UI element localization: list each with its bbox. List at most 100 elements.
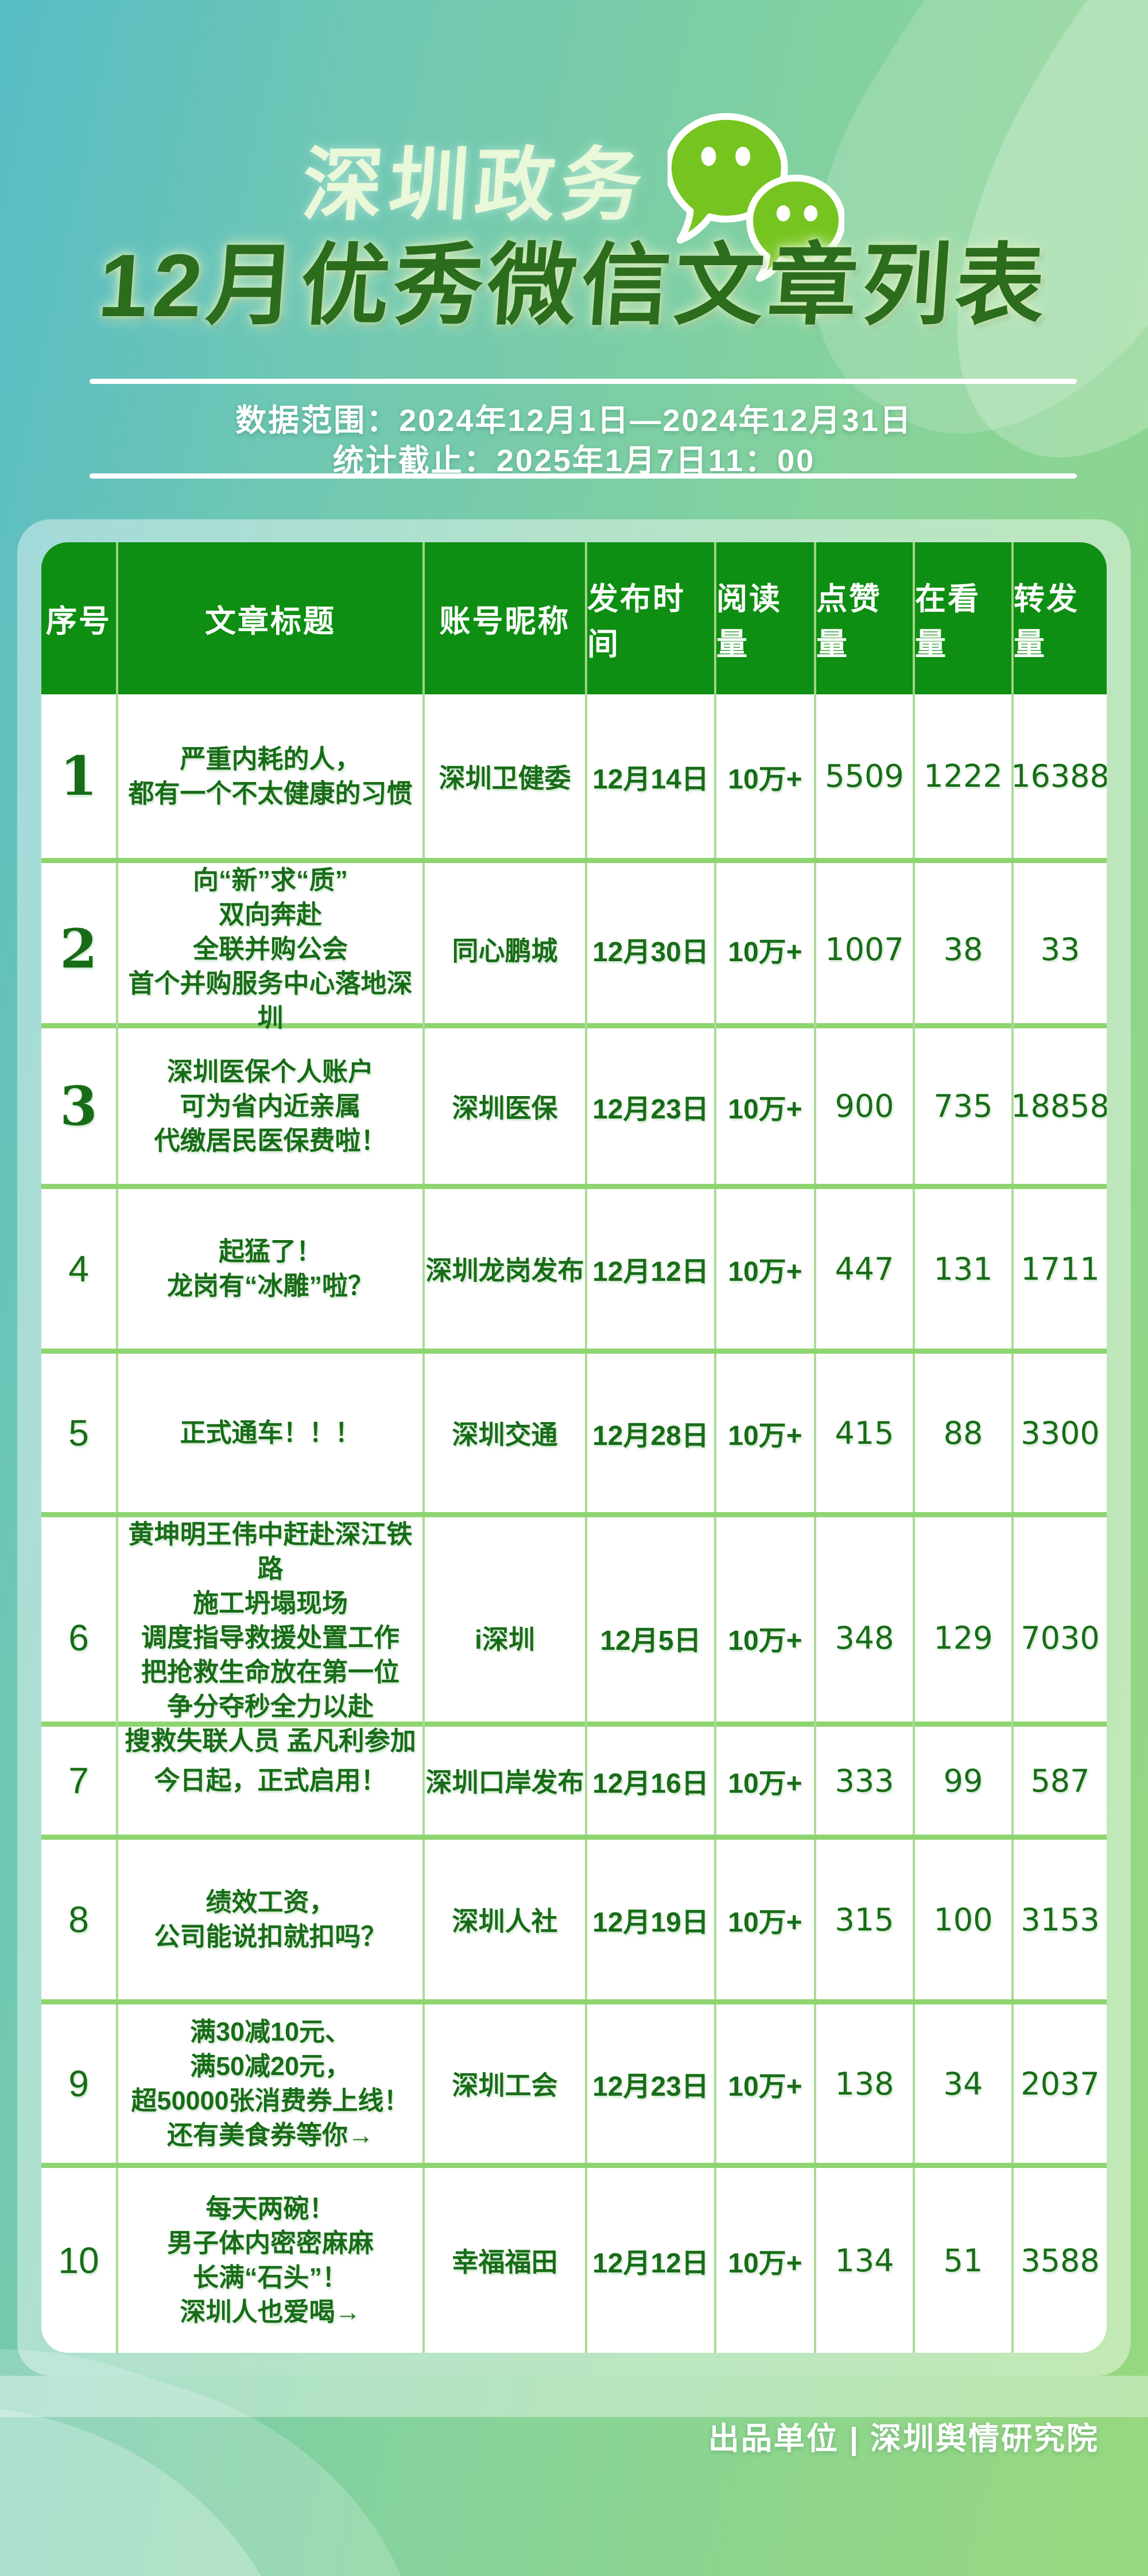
read-count: 10万+ — [716, 1840, 816, 1999]
account-name: 深圳医保 — [425, 1028, 587, 1184]
watch-count: 34 — [915, 2004, 1014, 2163]
watch-count: 88 — [915, 1354, 1014, 1512]
table-row: 7 今日起，正式启用！ 深圳口岸发布 12月16日 10万+ 333 99 587 — [41, 1722, 1107, 1835]
share-count: 3588 — [1021, 2242, 1100, 2279]
column-header: 账号昵称 — [425, 542, 587, 694]
account-name: 深圳卫健委 — [425, 694, 587, 858]
watch-count: 38 — [915, 863, 1014, 1035]
row-serial: 9 — [41, 2004, 118, 2163]
column-header: 文章标题 — [118, 542, 425, 694]
share-count: 16388 — [1011, 758, 1107, 794]
read-count: 10万+ — [716, 863, 816, 1035]
like-count: 315 — [816, 1840, 915, 1999]
row-serial: 10 — [41, 2168, 118, 2353]
watch-count: 1222 — [915, 694, 1014, 858]
read-count: 10万+ — [716, 1517, 816, 1758]
like-count: 900 — [816, 1028, 915, 1184]
read-count: 10万+ — [716, 694, 816, 858]
publish-date: 12月23日 — [587, 2004, 716, 2163]
account-name: 深圳交通 — [425, 1354, 587, 1512]
share-count: 2037 — [1021, 2065, 1100, 2102]
publish-date: 12月16日 — [587, 1727, 716, 1835]
share-count: 3300 — [1021, 1415, 1100, 1451]
decor-bottom-band — [0, 2376, 1148, 2417]
watch-count: 131 — [915, 1189, 1014, 1349]
like-count: 333 — [816, 1727, 915, 1835]
articles-table: 序号 文章标题 账号昵称 发布时间 阅读量 点赞量 在看量 转发量 1 严重内耗的人， 都有一个不… — [41, 542, 1107, 2353]
row-serial: 4 — [41, 1189, 118, 1349]
account-name: 深圳工会 — [425, 2004, 587, 2163]
publish-date: 12月12日 — [587, 1189, 716, 1349]
table-row: 5 正式通车！！！ 深圳交通 12月28日 10万+ 415 88 3300 — [41, 1349, 1107, 1512]
like-count: 1007 — [816, 863, 915, 1035]
article-title: 深圳医保个人账户 可为省内近亲属 代缴居民医保费啦！ — [118, 1028, 425, 1184]
brand-title: 深圳政务 — [299, 140, 650, 230]
share-count: 587 — [1030, 1762, 1090, 1799]
table-row: 2 向“新”求“质” 双向奔赴 全联并购公会 首个并购服务中心落地深圳 同心鹏城 12月30… — [41, 858, 1107, 1035]
watch-count: 735 — [915, 1028, 1014, 1184]
table-row: 1 严重内耗的人， 都有一个不太健康的习惯 深圳卫健委 12月14日 10万+ 5509 12… — [41, 694, 1107, 858]
row-serial: 7 — [41, 1727, 118, 1835]
like-count: 138 — [816, 2004, 915, 2163]
share-count: 7030 — [1021, 1619, 1100, 1656]
article-title: 正式通车！！！ — [118, 1354, 425, 1512]
article-title: 绩效工资， 公司能说扣就扣吗？ — [118, 1840, 425, 1999]
column-header: 序号 — [41, 542, 118, 694]
page-title: 12月优秀微信文章列表 — [95, 236, 1053, 335]
article-title: 严重内耗的人， 都有一个不太健康的习惯 — [118, 694, 425, 858]
brand-row: 深圳政务 — [0, 112, 1148, 287]
table-card: 序号 文章标题 账号昵称 发布时间 阅读量 点赞量 在看量 转发量 1 严重内耗的人， 都有一个不… — [17, 519, 1131, 2376]
table-row: 3 深圳医保个人账户 可为省内近亲属 代缴居民医保费啦！ 深圳医保 12月23日 10万+ 9… — [41, 1023, 1107, 1184]
read-count: 10万+ — [716, 2004, 816, 2163]
publish-date: 12月23日 — [587, 1028, 716, 1184]
column-header: 发布时间 — [587, 542, 716, 694]
divider-line-top — [90, 379, 1077, 384]
row-serial: 6 — [41, 1517, 118, 1758]
column-header: 转发量 — [1014, 580, 1079, 662]
article-title: 黄坤明王伟中赶赴深江铁路 施工坍塌现场 调度指导救援处置工作 把抢救生命放在第一位 争分… — [118, 1517, 425, 1758]
share-count: 33 — [1040, 931, 1080, 968]
watch-count: 51 — [915, 2168, 1014, 2353]
row-serial: 1 — [41, 694, 118, 858]
account-name: 深圳人社 — [425, 1840, 587, 1999]
watch-count: 129 — [915, 1517, 1014, 1758]
publish-date: 12月5日 — [587, 1517, 716, 1758]
table-row: 9 满30减10元、 满50减20元， 超50000张消费券上线！ 还有美食券等你→ 深圳… — [41, 1999, 1107, 2163]
share-count: 1711 — [1021, 1250, 1100, 1287]
read-count: 10万+ — [716, 2168, 816, 2353]
account-name: 幸福福田 — [425, 2168, 587, 2353]
read-count: 10万+ — [716, 1354, 816, 1512]
decor-bottom-left-wave-2 — [0, 2347, 356, 2576]
column-header: 点赞量 — [816, 542, 915, 694]
like-count: 447 — [816, 1189, 915, 1349]
column-header: 阅读量 — [716, 542, 816, 694]
table-header-row: 序号 文章标题 账号昵称 发布时间 阅读量 点赞量 在看量 转发量 — [41, 542, 1107, 694]
table-row: 6 黄坤明王伟中赶赴深江铁路 施工坍塌现场 调度指导救援处置工作 把抢救生命放在第一位争… — [41, 1512, 1107, 1758]
table-row: 4 起猛了！ 龙岗有“冰雕”啦？ 深圳龙岗发布 12月12日 10万+ 447 131 1711 — [41, 1184, 1107, 1349]
watch-count: 99 — [915, 1727, 1014, 1835]
watch-count: 100 — [915, 1840, 1014, 1999]
publish-date: 12月28日 — [587, 1354, 716, 1512]
table-row: 10 每天两碗！ 男子体内密密麻麻 长满“石头”！ 深圳人也爱喝→ 幸福福田 12月12日 1… — [41, 2163, 1107, 2353]
article-title: 起猛了！ 龙岗有“冰雕”啦？ — [118, 1189, 425, 1349]
stats-deadline-text: 统计截止：2025年1月7日11：00 — [332, 444, 816, 478]
account-name: 深圳口岸发布 — [425, 1727, 587, 1835]
table-row: 8 绩效工资， 公司能说扣就扣吗？ 深圳人社 12月19日 10万+ 315 100 3153 — [41, 1835, 1107, 1999]
like-count: 5509 — [816, 694, 915, 858]
like-count: 348 — [816, 1517, 915, 1758]
article-title: 今日起，正式启用！ — [118, 1727, 425, 1835]
table-body: 1 严重内耗的人， 都有一个不太健康的习惯 深圳卫健委 12月14日 10万+ 5509 12… — [41, 694, 1107, 2353]
wechat-icon — [668, 112, 844, 282]
data-range-text: 数据范围：2024年12月1日—2024年12月31日 — [235, 403, 913, 438]
column-header: 在看量 — [915, 542, 1014, 694]
like-count: 415 — [816, 1354, 915, 1512]
credit: 出品单位 | 深圳舆情研究院 — [708, 2422, 1099, 2456]
account-name: i深圳 — [425, 1517, 587, 1758]
read-count: 10万+ — [716, 1727, 816, 1835]
row-serial: 8 — [41, 1840, 118, 1999]
publish-date: 12月12日 — [587, 2168, 716, 2353]
like-count: 134 — [816, 2168, 915, 2353]
share-count: 18858 — [1011, 1088, 1107, 1124]
article-title: 向“新”求“质” 双向奔赴 全联并购公会 首个并购服务中心落地深圳 — [118, 863, 425, 1035]
